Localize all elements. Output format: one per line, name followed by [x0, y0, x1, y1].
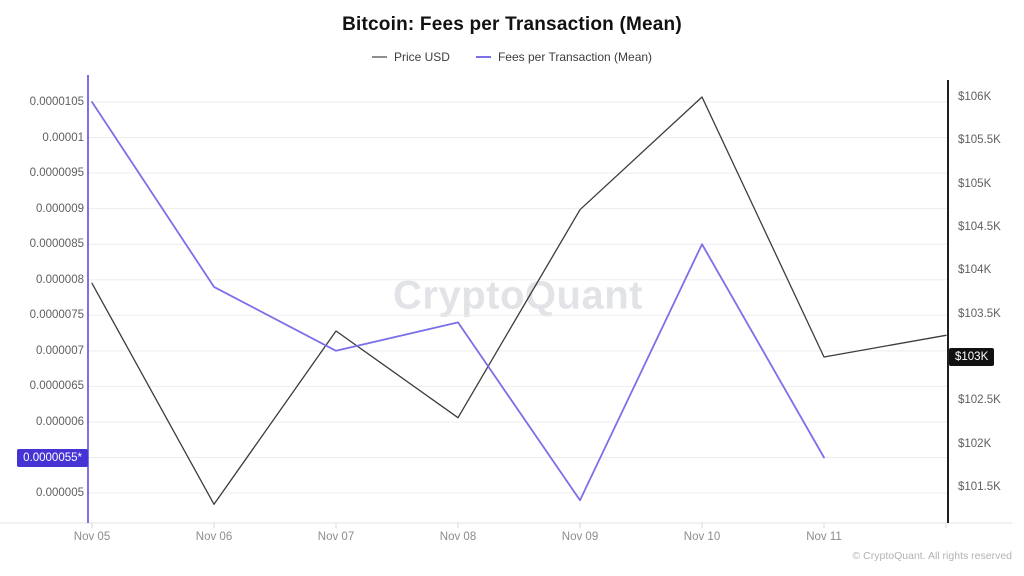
legend-swatch-icon [371, 56, 387, 58]
left-axis-tick-label: 0.000005 [36, 487, 84, 499]
x-axis-label: Nov 09 [561, 531, 599, 543]
x-axis-label: Nov 11 [806, 531, 842, 543]
left-axis-tick-label: 0.0000095 [29, 167, 84, 180]
chart-title: Bitcoin: Fees per Transaction (Mean) [342, 14, 682, 35]
left-axis-tick-label: 0.0000085 [29, 238, 84, 251]
legend: Price USD Fees per Transaction (Mean) [0, 50, 1024, 64]
right-axis-tick-label: $105.5K [958, 134, 1001, 147]
legend-item-price-usd[interactable]: Price USD [371, 50, 450, 64]
legend-item-label: Fees per Transaction (Mean) [497, 50, 653, 64]
legend-item-label: Price USD [393, 50, 450, 64]
right-axis-tick-label: $103.5K [958, 307, 1001, 320]
left-axis-tick-label: 0.000008 [36, 273, 84, 286]
left-axis-tick-label: 0.00001 [42, 131, 84, 144]
right-axis-tick-label: $104K [958, 264, 992, 277]
series-line-fees-per-transaction[interactable] [91, 101, 825, 502]
right-axis-tick-label: $104.5K [958, 221, 1001, 233]
right-axis-highlight-badge: $103K [949, 348, 995, 366]
x-axis-label: Nov 07 [317, 531, 355, 543]
left-axis-tick-label: 0.000009 [36, 202, 84, 215]
left-axis-highlight-badge: 0.0000055* [17, 448, 88, 467]
copyright: © CryptoQuant. All rights reserved [852, 550, 1012, 562]
left-axis-tick-label: 0.0000075 [29, 309, 84, 322]
x-axis-label: Nov 05 [73, 531, 111, 543]
right-axis-tick-label: $102.5K [958, 394, 1001, 407]
left-axis-tick-label: 0.000007 [36, 344, 84, 357]
right-axis-tick-label: $105K [958, 177, 992, 190]
x-axis-label: Nov 08 [439, 531, 477, 543]
left-axis-tick-label: 0.000006 [36, 415, 84, 428]
x-axis-label: Nov 10 [683, 531, 721, 543]
x-axis-label: Nov 06 [195, 531, 233, 543]
right-axis-tick-label: $102K [958, 437, 992, 450]
legend-swatch-icon [475, 56, 491, 58]
series-line-price-usd[interactable] [91, 96, 947, 505]
left-axis-tick-label: 0.0000065 [29, 380, 84, 393]
left-axis-tick-label: 0.0000105 [29, 96, 84, 108]
watermark: CryptoQuant [393, 273, 643, 318]
right-axis-tick-label: $101.5K [958, 481, 1001, 493]
legend-item-fees-per-transaction[interactable]: Fees per Transaction (Mean) [475, 50, 653, 64]
right-axis-tick-label: $106K [958, 91, 992, 103]
